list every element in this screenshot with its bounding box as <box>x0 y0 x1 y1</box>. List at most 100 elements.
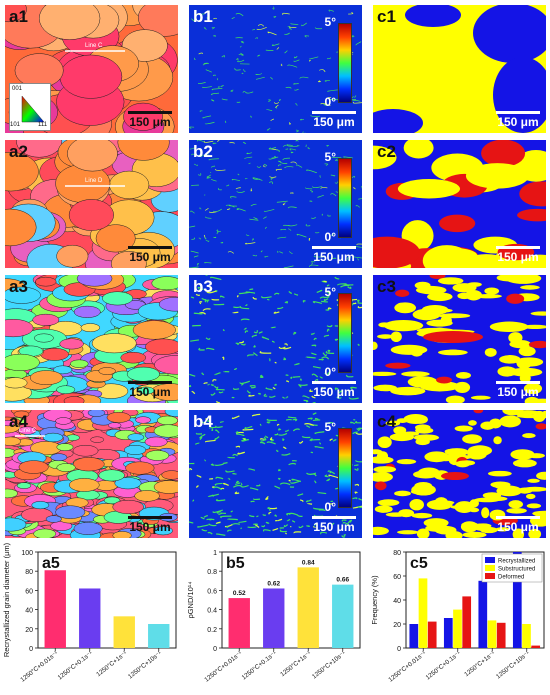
kam-map-3: b3 150 μm 5° 0° <box>189 275 362 403</box>
colorbar-min-label: 0° <box>324 500 336 514</box>
y-tick-label: 0.8 <box>207 569 217 576</box>
phase-map-1: c1 150 μm <box>373 5 546 133</box>
chart-a5: 0 20 40 60 80 100 Recrystallized grain diamete… <box>2 542 177 684</box>
y-tick-label: 1 <box>213 550 217 557</box>
x-tick-label: 1250°C+0.01s⁻¹ <box>203 649 244 683</box>
chart-c5: 0 20 40 60 80 Frequency (%) c5 Recrystallized Su… <box>370 550 545 684</box>
y-tick-label: 0.2 <box>207 627 217 634</box>
bar <box>113 616 135 648</box>
data-label: 0.52 <box>233 590 246 597</box>
plot-frame <box>37 551 177 649</box>
scale-label: 150 μm <box>497 520 539 534</box>
y-tick-label: 60 <box>393 574 401 581</box>
bar-recrystallized <box>409 624 419 648</box>
chart-a5-container: 0 20 40 60 80 100 Recrystallized grain diamete… <box>0 540 182 695</box>
bar <box>263 588 285 648</box>
x-tick-label: 1250°C+1s⁻¹ <box>95 649 129 678</box>
panel-label-a5: a5 <box>42 555 60 572</box>
bar-substructured <box>453 609 462 648</box>
x-tick-label: 1250°C+10s⁻¹ <box>126 649 163 680</box>
phase-map-2: c2 150 μm <box>373 140 546 268</box>
x-tick-label: 1250°C+10s⁻¹ <box>494 649 531 680</box>
colorbar-max-label: 5° <box>324 420 336 434</box>
scale-bar: 150 μm <box>496 381 540 399</box>
bar <box>332 584 354 648</box>
scale-bar: 150 μm <box>496 516 540 534</box>
line-label: Line C <box>85 43 103 49</box>
y-tick-label: 60 <box>25 588 33 595</box>
panel-label-b5: b5 <box>226 555 245 572</box>
panel-label-b4: b4 <box>193 412 213 431</box>
ipf-map-1: Line C a1 150 μm 001 101 111 <box>5 5 178 133</box>
x-tick-label: 1250°C+10s⁻¹ <box>310 649 347 680</box>
legend-label: Recrystallized <box>498 559 535 565</box>
bar-deformed <box>427 621 437 648</box>
ipf-map-2: Line D a2 150 μm <box>5 140 178 268</box>
ipf-legend-label: 101 <box>10 122 21 128</box>
scale-bar: 150 μm <box>312 381 356 399</box>
panel-label-a2: a2 <box>9 142 28 161</box>
y-axis-label: Frequency (%) <box>370 575 379 625</box>
bar <box>228 598 250 648</box>
colorbar-max-label: 5° <box>324 150 336 164</box>
panel-label-c2: c2 <box>377 142 396 161</box>
panel-label-b2: b2 <box>193 142 213 161</box>
scale-bar: 150 μm <box>312 111 356 129</box>
y-tick-label: 20 <box>393 622 401 629</box>
bar-substructured <box>418 578 428 648</box>
y-tick-label: 80 <box>393 550 401 557</box>
y-tick-label: 40 <box>393 598 401 605</box>
scale-bar: 150 μm <box>496 246 540 264</box>
scale-bar: 150 μm <box>312 246 356 264</box>
ipf-legend-label: 001 <box>12 86 23 92</box>
kam-colorbar <box>338 428 352 508</box>
panel-label-a4: a4 <box>9 412 28 431</box>
bar-recrystallized <box>478 580 488 648</box>
panel-label-c5: c5 <box>410 555 428 572</box>
scale-label: 150 μm <box>313 520 355 534</box>
plot-frame <box>221 551 361 649</box>
scale-label: 150 μm <box>497 250 539 264</box>
colorbar-min-label: 0° <box>324 365 336 379</box>
scale-label: 150 μm <box>129 115 171 129</box>
colorbar-min-label: 0° <box>324 95 336 109</box>
chart-b5-container: 0 0.2 0.4 0.6 0.8 1 ρGND/10¹⁴ b5 0.52 0.62 0.84 0.6… <box>184 540 366 695</box>
scale-label: 150 μm <box>497 385 539 399</box>
scale-bar: 150 μm <box>128 111 172 129</box>
y-tick-label: 40 <box>25 608 33 615</box>
data-label: 0.66 <box>336 577 349 584</box>
scale-bar: 150 μm <box>128 246 172 264</box>
phase-map-4: c4 150 μm <box>373 410 546 538</box>
legend-swatch <box>485 557 495 563</box>
y-tick-label: 0.4 <box>207 608 217 615</box>
ipf-legend: 001 101 111 <box>9 83 51 131</box>
x-tick-label: 1250°C+0.01s⁻¹ <box>19 649 60 683</box>
y-tick-label: 0.6 <box>207 588 217 595</box>
legend-swatch <box>485 565 495 571</box>
y-axis-label: ρGND/10¹⁴ <box>186 581 195 618</box>
legend-label: Deformed <box>498 575 524 581</box>
bar-substructured <box>522 624 531 648</box>
bar-deformed <box>462 596 472 648</box>
panel-label-c1: c1 <box>377 7 396 26</box>
scale-label: 150 μm <box>497 115 539 129</box>
kam-colorbar <box>338 293 352 373</box>
bar <box>297 567 319 648</box>
kam-colorbar <box>338 158 352 238</box>
line-label: Line D <box>85 178 103 184</box>
bar-deformed <box>496 622 506 648</box>
scale-label: 150 μm <box>129 385 171 399</box>
y-tick-label: 0 <box>29 646 33 653</box>
line-label: Line C <box>19 428 37 434</box>
x-tick-label: 1250°C+1s⁻¹ <box>279 649 313 678</box>
bar-recrystallized <box>443 618 453 648</box>
x-tick-label: 1250°C+0.1s⁻¹ <box>56 649 94 681</box>
data-label: 0.84 <box>302 559 315 566</box>
panel-label-a3: a3 <box>9 277 28 296</box>
scale-label: 150 μm <box>313 385 355 399</box>
bar-deformed <box>531 645 541 648</box>
bar <box>44 570 66 648</box>
bar <box>79 588 101 648</box>
y-axis-label: Recrystallized grain diameter (μm) <box>2 542 11 657</box>
chart-b5: 0 0.2 0.4 0.6 0.8 1 ρGND/10¹⁴ b5 0.52 0.62 0.84 0.6… <box>186 550 361 684</box>
